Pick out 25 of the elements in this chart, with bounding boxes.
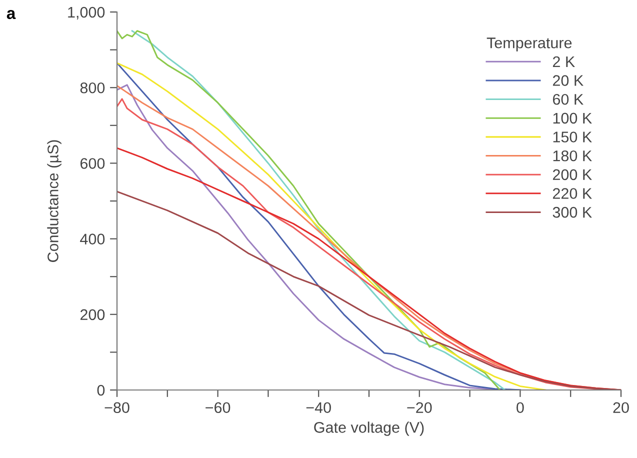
legend-label: 200 K [552,169,592,180]
legend-label: 100 K [553,112,592,124]
y-tick-label: 200 [80,309,105,320]
y-tick-label: 400 [80,234,105,244]
text: a [6,10,16,20]
y-axis-title: Conductance (µS) [47,140,62,262]
x-tick-label: −80 [104,402,130,414]
legend-label: 2 K [552,56,575,67]
y-tick-label: 800 [80,82,105,94]
legend-label: 20 K [552,75,584,86]
legend-label: 300 K [552,206,592,218]
x-tick-label: 0 [516,402,524,414]
legend-label: 220 K [552,188,592,199]
x-tick-label: 20 [613,402,629,414]
legend-label: 150 K [553,132,592,142]
x-tick-label: −40 [306,402,331,414]
legend-label: 60 K [552,94,584,105]
x-tick-label: −60 [206,402,230,414]
x-axis-title: Gate voltage (V) [314,422,424,436]
y-tick-label: 0 [97,384,105,396]
legend-label: 180 K [553,150,592,162]
y-tick-label: 1,000 [68,6,105,20]
legend-title: Temperature [486,38,572,52]
y-tick-label: 600 [80,158,105,169]
x-tick-label: −20 [407,402,432,414]
